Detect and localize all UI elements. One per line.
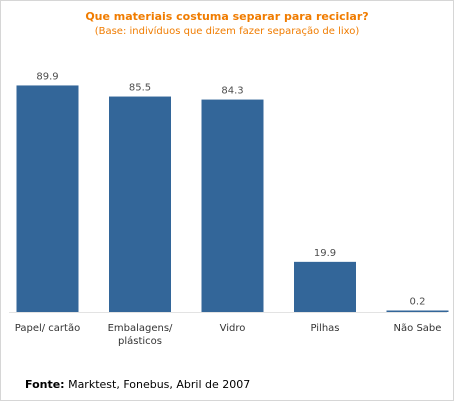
category-label: Vidro	[220, 323, 246, 334]
bar	[201, 99, 264, 313]
category-label: Embalagens/	[108, 323, 173, 334]
data-label: 0.2	[410, 297, 426, 308]
bar	[16, 85, 79, 313]
data-label: 19.9	[314, 248, 336, 259]
bar	[109, 96, 171, 312]
chart-subtitle: (Base: indivíduos que dizem fazer separa…	[94, 26, 360, 37]
category-label: Papel/ cartão	[15, 323, 80, 334]
source-note: Fonte: Marktest, Fonebus, Abril de 2007	[25, 378, 250, 391]
source-label: Fonte:	[25, 378, 65, 391]
bar-chart: 89.9 Papel/ cartão 85.5 Embalagens/plástico…	[9, 71, 449, 347]
bar	[386, 310, 449, 312]
chart-title: Que materiais costuma separar para recic…	[85, 10, 369, 23]
category-label: Pilhas	[310, 323, 339, 334]
category-label: Não Sabe	[394, 323, 442, 334]
data-label: 84.3	[221, 86, 243, 97]
source-text: Marktest, Fonebus, Abril de 2007	[64, 378, 251, 391]
data-label: 85.5	[129, 83, 151, 94]
data-label: 89.9	[36, 71, 58, 82]
category-label: plásticos	[118, 335, 162, 347]
bar	[294, 261, 356, 312]
